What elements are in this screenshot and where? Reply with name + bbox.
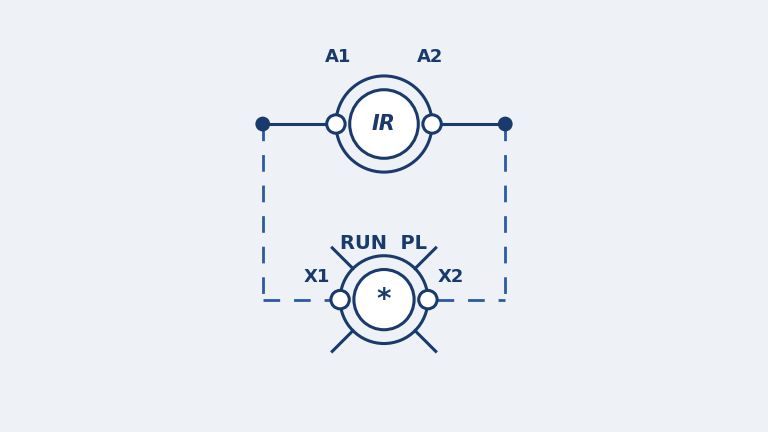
Circle shape bbox=[349, 90, 419, 158]
Circle shape bbox=[354, 270, 414, 330]
Circle shape bbox=[256, 118, 270, 131]
Text: X1: X1 bbox=[304, 268, 330, 286]
Circle shape bbox=[423, 115, 442, 133]
Circle shape bbox=[498, 118, 512, 131]
Circle shape bbox=[326, 115, 345, 133]
Circle shape bbox=[419, 290, 437, 309]
Text: X2: X2 bbox=[438, 268, 464, 286]
Text: *: * bbox=[377, 286, 391, 314]
Text: A1: A1 bbox=[325, 48, 351, 66]
Circle shape bbox=[331, 290, 349, 309]
Text: IR: IR bbox=[372, 114, 396, 134]
Text: RUN  PL: RUN PL bbox=[340, 234, 428, 253]
Text: A2: A2 bbox=[417, 48, 443, 66]
